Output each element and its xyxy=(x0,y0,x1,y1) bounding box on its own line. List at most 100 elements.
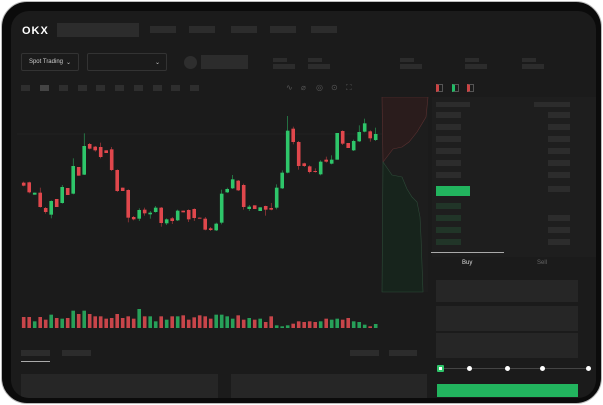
volume-bar xyxy=(269,316,273,328)
okx-logo[interactable]: OKX xyxy=(22,25,49,37)
candle-body xyxy=(269,208,273,210)
volume-bar xyxy=(43,319,48,328)
orderbook-bids-icon[interactable] xyxy=(452,84,459,92)
last-price xyxy=(436,186,470,196)
filter-button[interactable] xyxy=(350,350,379,356)
market-select[interactable]: Spot Trading ⌄ xyxy=(21,53,79,71)
filter-button[interactable] xyxy=(389,350,417,356)
volume-bar xyxy=(263,322,268,328)
candle-body xyxy=(335,133,339,160)
sell-tab[interactable]: Sell xyxy=(537,260,548,266)
tab-open-orders[interactable] xyxy=(21,350,50,356)
timeframe-button[interactable] xyxy=(96,85,105,91)
stat-value xyxy=(465,64,487,69)
timeframe-button[interactable] xyxy=(153,85,162,91)
candle-body xyxy=(340,131,345,144)
candle-body xyxy=(153,207,158,212)
volume-bar xyxy=(373,324,378,328)
total-input[interactable] xyxy=(436,333,578,358)
volume-bar xyxy=(203,316,207,328)
ask-price xyxy=(436,124,461,130)
camera-icon[interactable]: ◎ xyxy=(316,83,323,92)
candle-body xyxy=(120,187,125,191)
search-placeholder[interactable] xyxy=(57,23,139,37)
amount-slider[interactable] xyxy=(441,368,591,369)
candle-body xyxy=(313,171,317,172)
candle-body xyxy=(137,210,141,219)
ruler-icon[interactable]: ⌀ xyxy=(301,83,306,92)
tab-order-history[interactable] xyxy=(62,350,91,356)
nav-item[interactable] xyxy=(231,26,257,33)
timeframe-button[interactable] xyxy=(40,85,49,91)
candle-body xyxy=(362,123,367,132)
candle-body xyxy=(170,218,174,221)
volume-bar xyxy=(71,310,75,328)
timeframe-button[interactable] xyxy=(59,85,68,91)
pair-icon xyxy=(184,56,197,69)
ask-price xyxy=(436,172,461,178)
candle-body xyxy=(60,187,64,203)
candlestick-chart[interactable] xyxy=(17,97,430,332)
orderbook-both-icon[interactable] xyxy=(436,84,443,92)
settings-icon[interactable]: ⊙ xyxy=(331,83,338,92)
nav-item[interactable] xyxy=(311,26,337,33)
volume-bar xyxy=(104,318,108,328)
volume-bar xyxy=(175,316,180,328)
volume-bar xyxy=(60,318,64,328)
volume-bar xyxy=(170,316,174,328)
timeframe-button[interactable] xyxy=(134,85,143,91)
nav-item[interactable] xyxy=(150,26,176,33)
timeframe-button[interactable] xyxy=(21,85,30,91)
candle-body xyxy=(258,207,262,211)
volume-bar xyxy=(82,310,86,328)
buy-tab-underline xyxy=(431,252,504,253)
price-input[interactable] xyxy=(436,280,578,302)
volume-bar xyxy=(236,315,240,328)
buy-tab[interactable]: Buy xyxy=(462,260,473,266)
bid-amount xyxy=(548,215,570,221)
pair-select[interactable]: ⌄ xyxy=(87,53,167,71)
volume-bar xyxy=(335,318,339,328)
nav-item[interactable] xyxy=(270,26,296,33)
fullscreen-icon[interactable]: ⛶ xyxy=(346,83,352,92)
volume-bar xyxy=(258,318,262,328)
candle-body xyxy=(291,128,295,142)
slider-handle[interactable] xyxy=(437,365,444,372)
candle-body xyxy=(296,142,301,166)
volume-bar xyxy=(109,318,114,328)
stat-label xyxy=(465,58,479,62)
volume-bar xyxy=(313,322,317,328)
volume-bar xyxy=(87,314,92,328)
stat-label xyxy=(308,58,322,62)
amount-input[interactable] xyxy=(436,306,578,331)
order-book xyxy=(432,97,596,257)
ask-amount xyxy=(548,124,570,130)
bid-price xyxy=(436,239,461,245)
volume-bar xyxy=(27,317,31,328)
timeframe-button[interactable] xyxy=(171,85,180,91)
slider-step-75[interactable] xyxy=(540,366,545,371)
header-amount xyxy=(534,102,570,107)
ask-amount xyxy=(548,186,570,192)
orderbook-asks-icon[interactable] xyxy=(467,84,474,92)
volume-bar xyxy=(131,318,136,328)
timeframe-button[interactable] xyxy=(115,85,124,91)
market-select-label: Spot Trading xyxy=(28,59,63,65)
slider-step-100[interactable] xyxy=(586,366,591,371)
volume-bar xyxy=(65,318,70,328)
slider-step-25[interactable] xyxy=(467,366,472,371)
candle-body xyxy=(225,189,229,193)
candle-body xyxy=(192,209,196,218)
nav-item[interactable] xyxy=(189,26,215,33)
timeframe-button[interactable] xyxy=(78,85,87,91)
volume-bar xyxy=(368,326,372,328)
candle-body xyxy=(115,170,119,191)
slider-step-50[interactable] xyxy=(505,366,510,371)
volume-bar xyxy=(126,316,130,328)
line-icon[interactable]: ∿ xyxy=(286,83,293,92)
buy-button[interactable] xyxy=(437,384,578,397)
volume-bar xyxy=(274,325,279,328)
bid-price xyxy=(436,227,461,233)
timeframe-button[interactable] xyxy=(190,85,199,91)
